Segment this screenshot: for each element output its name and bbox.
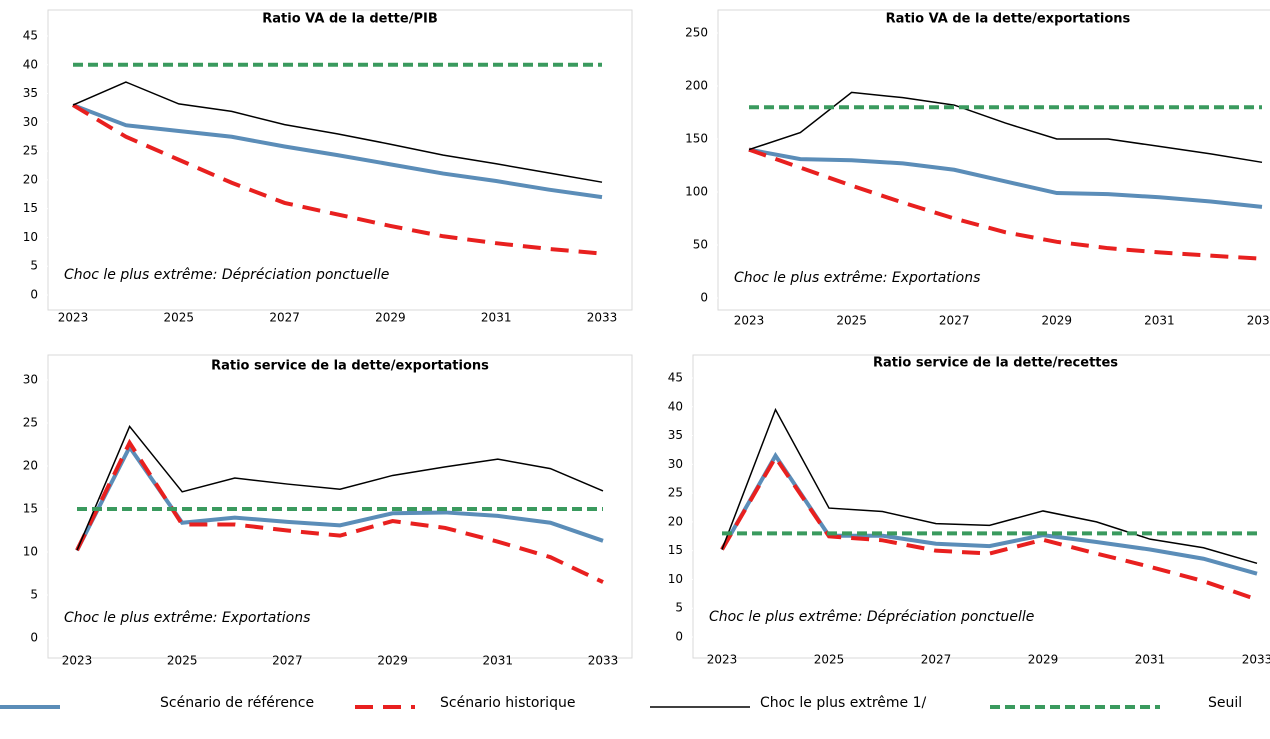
- x-tick-label: 2029: [375, 311, 406, 325]
- y-tick-label: 5: [30, 259, 38, 273]
- x-tick-label: 2027: [269, 311, 300, 325]
- plot-frame: [47, 354, 633, 659]
- y-tick-label: 25: [23, 416, 38, 430]
- plot-frame: [717, 9, 1270, 311]
- annotation: Choc le plus extrême: Exportations: [64, 610, 310, 626]
- x-tick-label: 2025: [814, 653, 845, 667]
- annotation: Choc le plus extrême: Dépréciation ponct…: [709, 609, 1034, 625]
- x-tick-label: 2031: [483, 654, 514, 668]
- series-line: [748, 147, 1263, 261]
- plot-frame: [692, 354, 1270, 659]
- series-line: [75, 438, 604, 584]
- x-tick-label: 2033: [587, 311, 618, 325]
- y-tick-label: 25: [23, 144, 38, 158]
- x-tick-label: 2023: [58, 311, 89, 325]
- series-line: [72, 81, 603, 183]
- y-tick-label: 35: [23, 86, 38, 100]
- x-tick-label: 2029: [1028, 653, 1059, 667]
- chart-title: Ratio VA de la dette/exportations: [886, 12, 1131, 27]
- chart-title: Ratio VA de la dette/PIB: [262, 12, 437, 27]
- series-line: [72, 103, 603, 200]
- y-tick-label: 35: [668, 428, 683, 442]
- annotation: Choc le plus extrême: Exportations: [734, 270, 980, 286]
- x-tick-label: 2029: [377, 654, 408, 668]
- y-tick-label: 20: [23, 172, 38, 186]
- x-tick-label: 2033: [588, 654, 619, 668]
- x-tick-label: 2023: [707, 653, 738, 667]
- y-tick-label: 5: [30, 588, 38, 602]
- series-line: [76, 424, 604, 551]
- y-tick-label: 10: [23, 545, 38, 559]
- chart-title: Ratio service de la dette/exportations: [211, 359, 489, 374]
- y-tick-label: 20: [23, 459, 38, 473]
- y-tick-label: 40: [668, 399, 683, 413]
- x-tick-label: 2031: [1135, 653, 1166, 667]
- y-tick-label: 20: [668, 514, 683, 528]
- series-line: [748, 147, 1263, 209]
- x-tick-label: 2033: [1242, 653, 1270, 667]
- x-tick-label: 2027: [272, 654, 303, 668]
- y-tick-label: 45: [668, 371, 683, 385]
- y-tick-label: 30: [23, 115, 38, 129]
- legend-label: Seuil: [1208, 695, 1242, 711]
- series-line: [721, 407, 1258, 565]
- y-tick-label: 30: [23, 373, 38, 387]
- y-tick-label: 0: [675, 630, 683, 644]
- series-line: [748, 91, 1263, 164]
- x-tick-label: 2031: [1144, 314, 1175, 328]
- y-tick-label: 100: [685, 185, 708, 199]
- y-tick-label: 15: [23, 201, 38, 215]
- x-tick-label: 2031: [481, 311, 512, 325]
- y-tick-label: 10: [668, 572, 683, 586]
- y-tick-label: 200: [685, 79, 708, 93]
- series-line: [720, 453, 1258, 602]
- x-tick-label: 2027: [939, 314, 970, 328]
- y-tick-label: 15: [23, 502, 38, 516]
- x-tick-label: 2025: [164, 311, 195, 325]
- legend-label: Scénario de référence: [160, 695, 314, 711]
- y-tick-label: 25: [668, 486, 683, 500]
- y-tick-label: 15: [668, 543, 683, 557]
- y-tick-label: 0: [30, 631, 38, 645]
- x-tick-label: 2033: [1247, 314, 1270, 328]
- chart-title: Ratio service de la dette/recettes: [873, 356, 1118, 371]
- y-tick-label: 250: [685, 26, 708, 40]
- x-tick-label: 2023: [62, 654, 93, 668]
- y-tick-label: 50: [693, 238, 708, 252]
- y-tick-label: 45: [23, 29, 38, 43]
- annotation: Choc le plus extrême: Dépréciation ponct…: [64, 267, 389, 283]
- x-tick-label: 2027: [921, 653, 952, 667]
- plot-frame: [47, 9, 633, 311]
- x-tick-label: 2025: [167, 654, 198, 668]
- series-line: [71, 103, 603, 256]
- y-tick-label: 10: [23, 230, 38, 244]
- y-tick-label: 150: [685, 132, 708, 146]
- y-tick-label: 30: [668, 457, 683, 471]
- y-tick-label: 0: [700, 291, 708, 305]
- x-tick-label: 2029: [1042, 314, 1073, 328]
- x-tick-label: 2023: [734, 314, 765, 328]
- y-tick-label: 40: [23, 57, 38, 71]
- legend-label: Choc le plus extrême 1/: [760, 695, 927, 711]
- y-tick-label: 0: [30, 288, 38, 302]
- x-tick-label: 2025: [836, 314, 867, 328]
- y-tick-label: 5: [675, 601, 683, 615]
- legend-label: Scénario historique: [440, 695, 575, 711]
